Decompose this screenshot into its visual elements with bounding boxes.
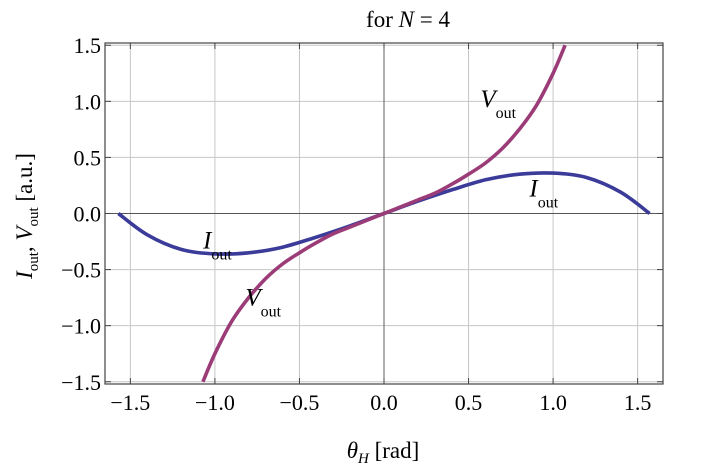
y-tick-label: −1.0 [61,314,101,339]
y-tick-label: −0.5 [61,258,101,283]
x-tick-label: 0.0 [370,390,398,415]
y-tick-label: 1.0 [74,89,102,114]
x-tick-label: 1.5 [624,390,652,415]
chart-title: for N = 4 [366,7,450,32]
x-axis-label: θH [rad] [347,438,420,467]
series-lines [117,44,651,383]
curve-label-vout: Vout [245,284,281,320]
y-tick-label: −1.5 [61,370,101,395]
y-axis-label: Iout, Vout [a.u.] [12,153,42,280]
x-tick-label: −1.5 [110,390,150,415]
y-tick-label: 0.5 [74,145,102,170]
curve-label-vout: Vout [480,86,516,122]
x-tick-label: 1.0 [539,390,567,415]
series-line-vout [201,44,567,383]
y-tick-label: 0.0 [74,202,102,227]
x-tick-label: 0.5 [455,390,483,415]
axis-ticks: −1.5 −1.0 −0.5 0.0 0.5 1.0 1.5 −1.5 −1.0 −0.5 0.0 0… [61,33,663,415]
curve-label-iout: Iout [528,176,558,212]
y-tick-label: 1.5 [74,33,102,58]
x-tick-label: −0.5 [279,390,319,415]
curve-labels: Iout Iout Vout Vout [202,86,559,321]
curve-label-iout: Iout [202,227,232,263]
title-variable: N [398,7,416,32]
x-tick-label: −1.0 [195,390,235,415]
